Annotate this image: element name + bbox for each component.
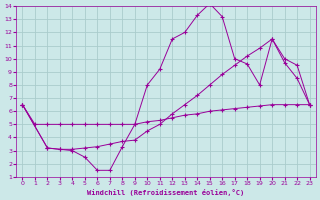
X-axis label: Windchill (Refroidissement éolien,°C): Windchill (Refroidissement éolien,°C): [87, 189, 245, 196]
